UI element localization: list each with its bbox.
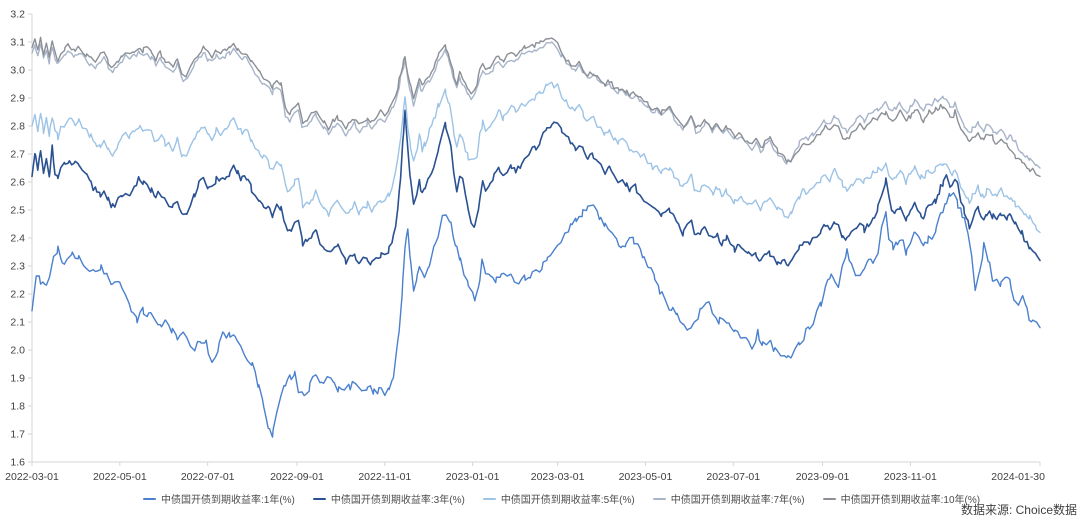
x-axis-label: 2023-01-01 — [446, 471, 500, 483]
x-axis-label: 2023-09-01 — [796, 471, 850, 483]
series-line-5y — [31, 81, 1041, 234]
legend-item-5y: 中债国开债到期收益率:5年(%) — [482, 491, 635, 506]
x-axis-label: 2023-07-01 — [706, 471, 760, 483]
legend-item-7y: 中债国开债到期收益率:7年(%) — [652, 491, 805, 506]
x-axis-label: 2022-11-01 — [358, 471, 411, 483]
x-axis-label: 2023-11-01 — [884, 471, 937, 483]
y-axis-label: 2.0 — [10, 345, 25, 357]
legend-swatch-1y — [143, 497, 156, 500]
y-axis-label: 2.9 — [10, 93, 25, 105]
legend-swatch-5y — [482, 497, 496, 500]
x-axis-label: 2023-05-01 — [619, 471, 673, 483]
series-line-1y — [31, 192, 1041, 438]
y-axis-label: 2.3 — [10, 261, 25, 273]
x-axis-label: 2022-05-01 — [93, 471, 147, 483]
y-axis-label: 2.1 — [10, 317, 25, 329]
legend-label-10y: 中债国开债到期收益率:10年(%) — [840, 495, 981, 506]
legend-item-1y: 中债国开债到期收益率:1年(%) — [143, 491, 295, 506]
y-axis-label: 2.5 — [10, 205, 25, 217]
data-source-note: 数据来源: Choice数据 — [960, 503, 1077, 517]
y-axis-label: 3.2 — [10, 9, 25, 21]
y-axis-label: 2.4 — [10, 233, 25, 245]
y-axis-label: 2.6 — [10, 177, 25, 189]
legend-item-3y: 中债国开债到期收益率:3年(%) — [312, 491, 465, 506]
y-axis-label: 1.7 — [10, 429, 25, 441]
y-axis-label: 2.2 — [10, 289, 25, 301]
x-axis-label: 2022-09-01 — [270, 471, 324, 483]
y-axis-label: 2.8 — [10, 121, 25, 133]
legend-swatch-10y — [822, 497, 836, 500]
series-line-3y — [31, 109, 1041, 267]
y-axis-label: 1.8 — [10, 401, 25, 413]
x-axis-label: 2023-03-01 — [531, 471, 585, 483]
y-axis-label: 3.0 — [10, 65, 25, 77]
legend-item-10y: 中债国开债到期收益率:10年(%) — [822, 491, 981, 506]
series-line-7y — [31, 41, 1041, 169]
legend-swatch-3y — [312, 497, 326, 500]
x-axis-label: 2022-07-01 — [181, 471, 235, 483]
legend-swatch-7y — [652, 497, 666, 500]
y-axis-label: 1.6 — [10, 457, 25, 469]
chart-legend: 中债国开债到期收益率:1年(%) 中债国开债到期收益率:3年(%) 中债国开债到… — [143, 491, 980, 506]
x-axis-label: 2022-03-01 — [5, 471, 59, 483]
y-axis-label: 1.9 — [10, 373, 25, 385]
x-axis-label: 2024-01-30 — [991, 471, 1045, 483]
legend-label-1y: 中债国开债到期收益率:1年(%) — [161, 495, 295, 506]
y-axis-label: 2.7 — [10, 149, 25, 161]
legend-label-7y: 中债国开债到期收益率:7年(%) — [670, 495, 805, 506]
legend-label-3y: 中债国开债到期收益率:3年(%) — [330, 495, 465, 506]
series-line-10y — [31, 36, 1041, 178]
legend-label-5y: 中债国开债到期收益率:5年(%) — [500, 495, 635, 506]
y-axis-label: 3.1 — [10, 37, 25, 49]
